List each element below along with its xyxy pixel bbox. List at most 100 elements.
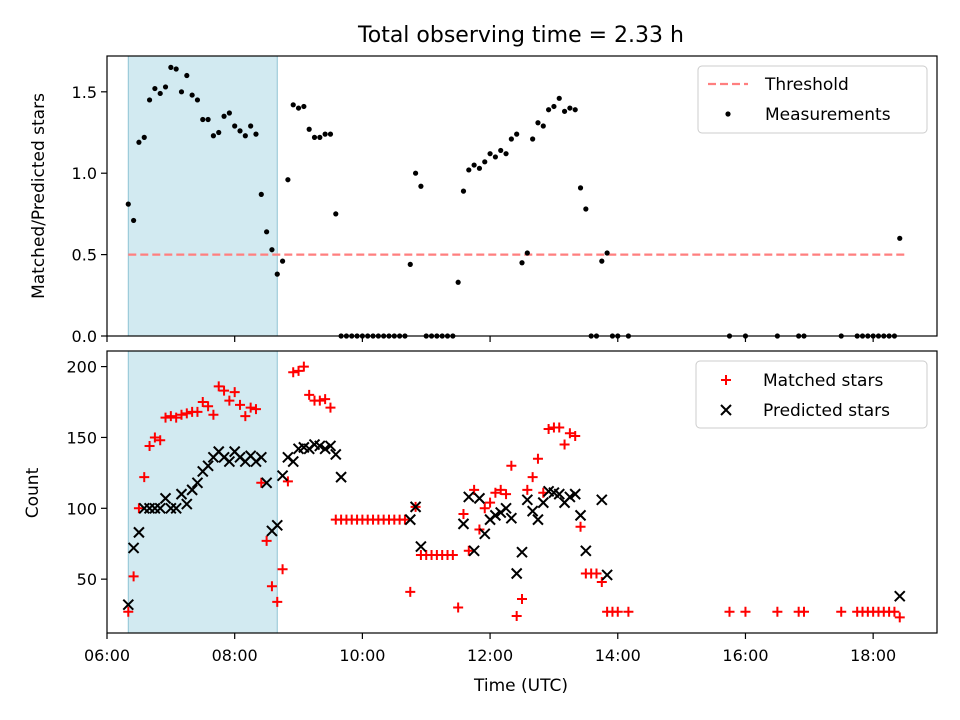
- y-tick-label: 200: [66, 358, 97, 377]
- predicted-star-point: [521, 494, 534, 506]
- measurement-point: [455, 279, 461, 285]
- y-tick-label: 100: [66, 499, 97, 518]
- measurement-point: [269, 247, 275, 253]
- measurement-point: [498, 147, 504, 154]
- measurement-point: [519, 260, 525, 266]
- measurement-point: [476, 165, 483, 171]
- matched-star-point: [740, 606, 751, 617]
- measurement-point: [131, 217, 137, 224]
- matched-star-point: [543, 423, 554, 434]
- bottom-legend: Matched stars Predicted stars: [695, 360, 928, 429]
- matched-star-point: [325, 402, 336, 413]
- matched-star-point: [219, 385, 230, 396]
- measurement-point: [200, 116, 206, 123]
- matched-star-point: [133, 503, 144, 514]
- measurement-point: [125, 201, 131, 207]
- measurement-point: [152, 85, 158, 92]
- measurement-point: [178, 89, 185, 95]
- matched-star-point: [235, 399, 246, 410]
- measurement-point: [471, 162, 477, 168]
- measurement-point: [567, 105, 573, 111]
- measurement-point: [264, 229, 270, 235]
- matched-star-point: [266, 581, 277, 592]
- measurement-point: [295, 105, 302, 111]
- matched-star-point: [203, 401, 214, 412]
- predicted-star-point: [516, 546, 528, 558]
- measurement-point: [253, 131, 259, 137]
- matched-star-point: [298, 361, 309, 372]
- predicted-star-point: [500, 502, 512, 515]
- matched-star-point: [485, 497, 496, 508]
- measurement-point: [418, 183, 424, 189]
- predicted-star-point: [537, 496, 549, 509]
- x-tick-label: 06:00: [84, 646, 130, 665]
- matched-star-point: [155, 435, 166, 446]
- matched-star-point: [511, 610, 522, 621]
- predicted-star-point: [175, 488, 188, 500]
- chart-title: Total observing time = 2.33 h: [357, 23, 684, 48]
- matched-star-point: [213, 381, 224, 392]
- measurement-point: [237, 128, 243, 134]
- matched-star-point: [320, 394, 331, 405]
- matched-star-point: [277, 564, 288, 575]
- legend-measurements-swatch: [725, 111, 731, 117]
- x-tick-label: 10:00: [339, 646, 385, 665]
- legend-matched-swatch: [721, 375, 731, 385]
- measurement-point: [216, 129, 222, 136]
- predicted-star-point: [473, 492, 486, 505]
- measurement-point: [327, 131, 334, 137]
- predicted-star-point: [314, 440, 326, 452]
- measurement-point: [514, 131, 520, 137]
- predicted-star-point: [287, 455, 299, 468]
- matched-star-point: [144, 440, 155, 451]
- predicted-star-point: [223, 455, 236, 468]
- predicted-star-point: [505, 512, 518, 524]
- matched-star-point: [479, 503, 490, 514]
- measurement-point: [232, 123, 238, 129]
- measurement-point: [290, 102, 296, 108]
- predicted-star-point: [532, 513, 544, 526]
- matched-star-point: [495, 484, 506, 495]
- matched-star-point: [453, 602, 464, 613]
- matched-star-point: [304, 389, 315, 400]
- predicted-star-point: [564, 491, 576, 503]
- matched-star-point: [724, 606, 735, 617]
- matched-star-point: [160, 412, 171, 423]
- matched-star-point: [894, 612, 905, 623]
- matched-star-point: [517, 593, 527, 604]
- matched-star-point: [405, 586, 416, 597]
- matched-star-point: [250, 404, 261, 415]
- matched-star-point: [559, 439, 570, 450]
- matched-star-point: [240, 411, 251, 422]
- predicted-star-point: [324, 440, 337, 452]
- predicted-star-point: [894, 590, 906, 602]
- matched-star-point: [469, 484, 480, 495]
- observing-window-band: [127, 55, 278, 337]
- legend-measurements-label: Measurements: [765, 105, 891, 125]
- matched-star-point: [798, 606, 809, 617]
- matched-star-point: [836, 606, 847, 617]
- measurement-point: [301, 103, 307, 110]
- predicted-star-point: [569, 488, 581, 500]
- predicted-star-point: [127, 542, 140, 554]
- matched-star-point: [149, 432, 160, 443]
- predicted-star-point: [601, 569, 613, 581]
- measurement-point: [897, 235, 903, 241]
- predicted-star-point: [271, 519, 283, 532]
- measurement-point: [407, 261, 413, 267]
- predicted-star-point: [404, 513, 416, 526]
- measurement-point: [258, 191, 264, 197]
- legend-box: [695, 360, 928, 429]
- matched-star-point: [171, 412, 182, 423]
- top-y-axis-label: Matched/Predicted stars: [29, 93, 49, 299]
- matched-star-point: [208, 409, 219, 420]
- matched-star-point: [564, 428, 575, 439]
- legend-predicted-swatch: [720, 404, 732, 416]
- x-tick-label: 18:00: [850, 646, 896, 665]
- measurement-point: [572, 107, 578, 113]
- measurement-point: [317, 134, 323, 140]
- matched-star-point: [192, 406, 203, 417]
- matched-star-point: [596, 576, 607, 587]
- x-axis-label: Time (UTC): [473, 676, 568, 696]
